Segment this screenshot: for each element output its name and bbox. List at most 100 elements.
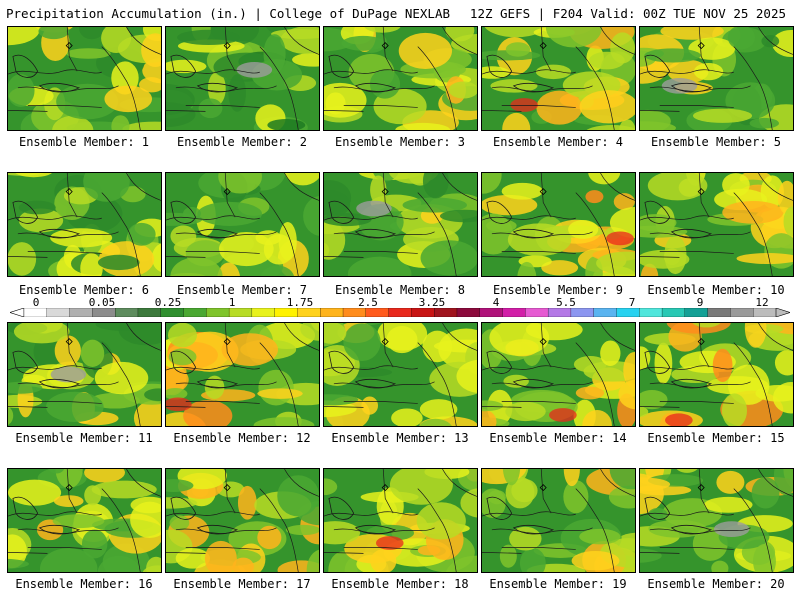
ensemble-member-map xyxy=(165,468,320,573)
ensemble-member-label: Ensemble Member: 18 xyxy=(331,577,469,591)
precip-map-plot xyxy=(166,323,319,426)
colorbar-bin xyxy=(753,308,777,317)
colorbar-bin xyxy=(639,308,663,317)
ensemble-member-map xyxy=(639,26,794,131)
colorbar-max-arrow xyxy=(775,308,790,317)
ensemble-member-map xyxy=(481,26,636,131)
colorbar-tick-label: 1.75 xyxy=(286,296,314,309)
precip-map-plot xyxy=(166,27,319,130)
ensemble-member-map xyxy=(165,172,320,277)
colorbar-tick-label: 4 xyxy=(492,296,500,309)
colorbar-bin xyxy=(570,308,595,317)
colorbar-bin xyxy=(456,308,481,317)
colorbar-bin xyxy=(434,308,458,317)
colorbar-bin xyxy=(502,308,526,317)
ensemble-member-label: Ensemble Member: 3 xyxy=(334,135,466,149)
ensemble-member-map xyxy=(7,26,162,131)
colorbar-tick-label: 0.05 xyxy=(88,296,116,309)
precip-map-plot xyxy=(8,173,161,276)
precip-map-plot xyxy=(8,323,161,426)
colorbar-bin xyxy=(707,308,731,317)
ensemble-member-map xyxy=(323,322,478,427)
colorbar-bin xyxy=(251,308,276,317)
precip-map-plot xyxy=(482,469,635,572)
colorbar-bin xyxy=(206,308,230,317)
ensemble-member-label: Ensemble Member: 8 xyxy=(334,283,466,297)
colorbar-tick-label: 9 xyxy=(696,296,704,309)
colorbar-bin xyxy=(661,308,686,317)
colorbar-bin xyxy=(479,308,504,317)
colorbar-bin xyxy=(228,308,253,317)
colorbar-bin xyxy=(274,308,298,317)
precip-map-plot xyxy=(482,27,635,130)
precip-map-plot xyxy=(640,173,793,276)
colorbar-tick-label: 3.25 xyxy=(418,296,446,309)
colorbar-bin xyxy=(320,308,344,317)
ensemble-member-label: Ensemble Member: 4 xyxy=(492,135,624,149)
colorbar-bin xyxy=(92,308,116,317)
colorbar-bin xyxy=(69,308,93,317)
ensemble-member-label: Ensemble Member: 1 xyxy=(18,135,150,149)
ensemble-member-label: Ensemble Member: 12 xyxy=(173,431,311,445)
precip-map-plot xyxy=(324,173,477,276)
colorbar-bin xyxy=(137,308,162,317)
ensemble-member-map xyxy=(639,172,794,277)
precip-map-plot xyxy=(482,323,635,426)
colorbar-bin xyxy=(684,308,709,317)
colorbar-tick-label: 2.5 xyxy=(358,296,378,309)
model-valid-time: 12Z GEFS | F204 Valid: 00Z TUE NOV 25 20… xyxy=(469,6,786,21)
colorbar-bin xyxy=(730,308,754,317)
ensemble-member-label: Ensemble Member: 2 xyxy=(176,135,308,149)
ensemble-member-label: Ensemble Member: 10 xyxy=(647,283,785,297)
colorbar-tick-label: 0 xyxy=(32,296,40,309)
ensemble-member-map xyxy=(639,322,794,427)
ensemble-member-map xyxy=(165,26,320,131)
ensemble-member-label: Ensemble Member: 9 xyxy=(492,283,624,297)
ensemble-member-map xyxy=(639,468,794,573)
ensemble-member-label: Ensemble Member: 7 xyxy=(176,283,308,297)
ensemble-member-label: Ensemble Member: 19 xyxy=(489,577,627,591)
precip-map-plot xyxy=(640,323,793,426)
precip-map-plot xyxy=(8,27,161,130)
colorbar-bin xyxy=(46,308,71,317)
colorbar-bin xyxy=(593,308,617,317)
colorbar-tick-label: 0.25 xyxy=(154,296,182,309)
colorbar-min-arrow xyxy=(10,308,25,317)
colorbar-bin xyxy=(411,308,435,317)
precip-map-plot xyxy=(482,173,635,276)
colorbar-bin xyxy=(23,308,48,317)
ensemble-member-label: Ensemble Member: 16 xyxy=(15,577,153,591)
ensemble-member-map xyxy=(323,468,478,573)
ensemble-member-label: Ensemble Member: 20 xyxy=(647,577,785,591)
colorbar-bin xyxy=(342,308,367,317)
precip-map-plot xyxy=(324,323,477,426)
ensemble-member-label: Ensemble Member: 13 xyxy=(331,431,469,445)
colorbar-bin xyxy=(616,308,640,317)
ensemble-member-map xyxy=(7,322,162,427)
colorbar-bin xyxy=(388,308,412,317)
colorbar-bin xyxy=(365,308,390,317)
ensemble-member-map xyxy=(7,172,162,277)
colorbar-bin xyxy=(160,308,184,317)
colorbar-tick-label: 12 xyxy=(755,296,769,309)
colorbar-tick-label: 1 xyxy=(228,296,236,309)
ensemble-member-map xyxy=(165,322,320,427)
colorbar-bin xyxy=(115,308,139,317)
ensemble-member-map xyxy=(481,468,636,573)
colorbar-bin xyxy=(297,308,321,317)
precip-map-plot xyxy=(166,173,319,276)
ensemble-member-map xyxy=(323,26,478,131)
precip-map-plot xyxy=(324,469,477,572)
colorbar-labels: 0 0.05 0.25 1 1.75 2.5 3.25 4 5.5 7 9 12 xyxy=(10,296,790,309)
precip-map-plot xyxy=(8,469,161,572)
precip-map-plot xyxy=(640,27,793,130)
ensemble-member-map xyxy=(481,172,636,277)
precip-map-plot xyxy=(640,469,793,572)
colorbar-bin xyxy=(547,308,572,317)
precip-colorbar: 0 0.05 0.25 1 1.75 2.5 3.25 4 5.5 7 9 12 xyxy=(10,296,790,318)
ensemble-member-map xyxy=(7,468,162,573)
ensemble-member-label: Ensemble Member: 11 xyxy=(15,431,153,445)
ensemble-member-label: Ensemble Member: 15 xyxy=(647,431,785,445)
precip-map-plot xyxy=(166,469,319,572)
map-title: Precipitation Accumulation (in.) | Colle… xyxy=(6,6,451,21)
